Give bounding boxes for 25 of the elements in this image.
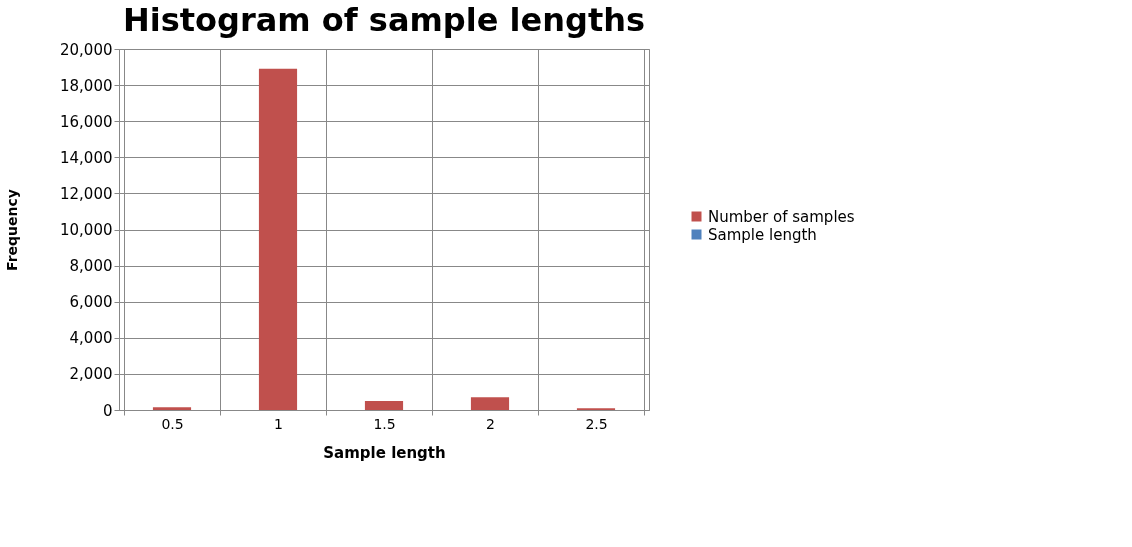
y-tick-label: 0: [102, 401, 113, 420]
y-tick-label: 2,000: [69, 365, 113, 384]
x-tick-label: 1.5: [373, 415, 396, 432]
y-tick-label: 20,000: [60, 40, 113, 59]
x-tick-label: 1: [274, 415, 283, 432]
x-axis-title: Sample length: [323, 443, 446, 462]
legend-label: Sample length: [708, 225, 817, 244]
y-tick-label: 14,000: [60, 148, 113, 167]
y-tick-label: 16,000: [60, 112, 113, 131]
bar: [364, 400, 404, 410]
x-tick-label: 2.5: [585, 415, 608, 432]
bar: [470, 397, 510, 410]
y-tick-label: 6,000: [69, 293, 113, 312]
bar: [152, 407, 192, 410]
y-axis-title: Frequency: [4, 189, 21, 271]
y-tick-label: 18,000: [60, 76, 113, 95]
chart-title: Histogram of sample lengths: [122, 1, 646, 39]
x-tick-label: 2: [486, 415, 495, 432]
legend-label: Number of samples: [708, 207, 855, 226]
bar: [258, 68, 298, 410]
y-tick-label: 8,000: [69, 257, 113, 276]
y-tick-label: 12,000: [60, 184, 113, 203]
x-tick-label: 0.5: [161, 415, 184, 432]
y-tick-label: 10,000: [60, 221, 113, 239]
y-tick-label: 4,000: [69, 329, 113, 348]
